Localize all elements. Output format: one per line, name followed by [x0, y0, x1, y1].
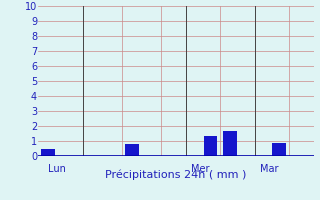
X-axis label: Précipitations 24h ( mm ): Précipitations 24h ( mm )	[105, 170, 247, 180]
Bar	[125, 144, 139, 156]
Text: Mar: Mar	[260, 164, 278, 174]
Text: Mer: Mer	[191, 164, 209, 174]
Bar	[41, 148, 55, 156]
Text: Lun: Lun	[48, 164, 66, 174]
Bar	[272, 142, 286, 156]
Bar	[204, 136, 217, 156]
Bar	[223, 131, 237, 156]
